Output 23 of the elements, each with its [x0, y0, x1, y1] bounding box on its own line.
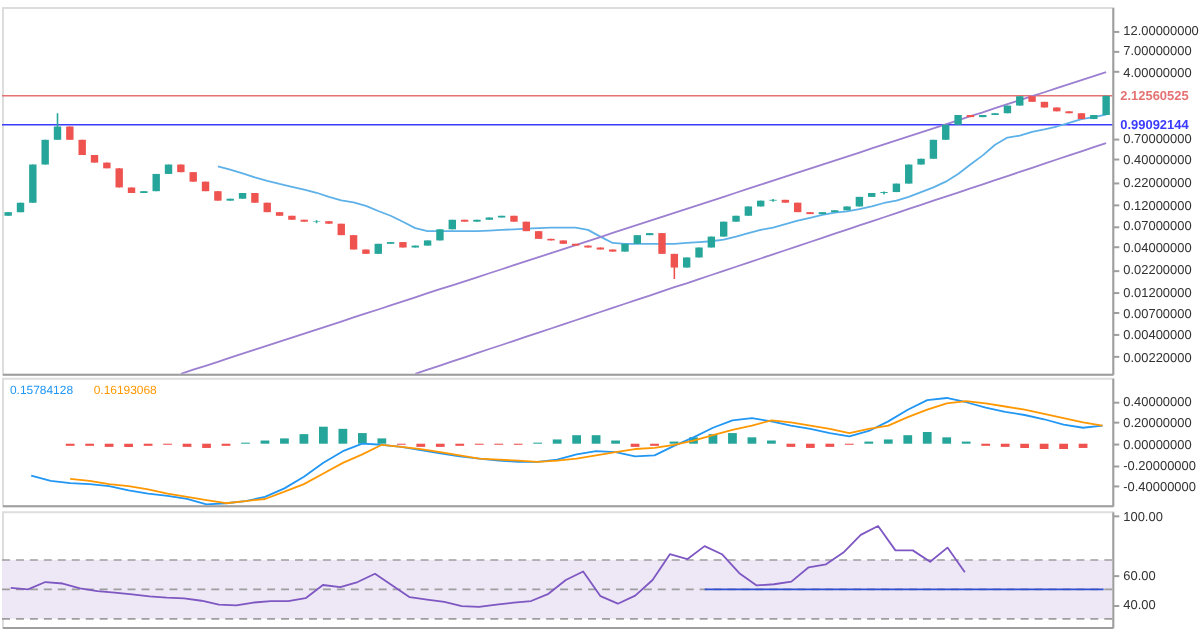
bar	[572, 435, 581, 444]
bar	[903, 435, 913, 444]
candlestick	[658, 232, 666, 255]
candlestick	[41, 138, 49, 166]
bar	[591, 435, 601, 444]
bar	[319, 426, 328, 444]
bar	[280, 438, 289, 444]
line-series	[216, 113, 1108, 245]
bar	[942, 437, 952, 444]
bar	[299, 434, 309, 444]
candlestick	[53, 112, 62, 141]
bar	[338, 428, 348, 444]
bar	[377, 438, 387, 444]
bar	[357, 433, 367, 444]
bar	[728, 433, 737, 444]
candlestick	[29, 163, 37, 204]
bar	[747, 437, 757, 444]
line-series	[9, 525, 966, 608]
candlestick	[670, 253, 679, 280]
line-series	[414, 142, 1108, 374]
bar	[1059, 443, 1068, 450]
line-series	[179, 71, 1108, 374]
bar	[922, 432, 932, 444]
